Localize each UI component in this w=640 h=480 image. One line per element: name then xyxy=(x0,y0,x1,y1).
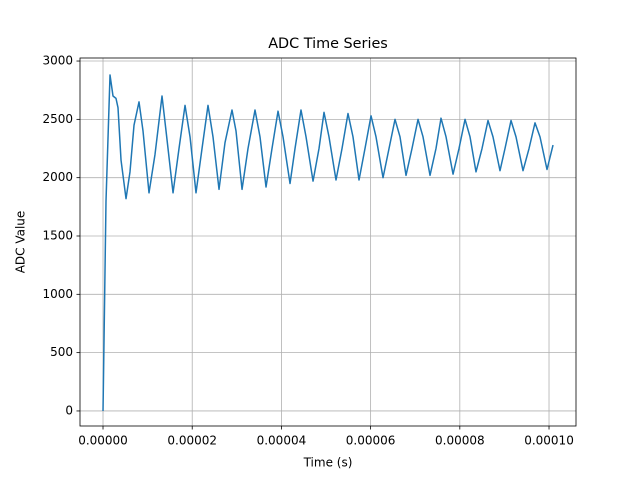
x-tick-label: 0.00010 xyxy=(524,434,574,448)
y-tick-label: 1000 xyxy=(42,287,73,301)
plot-frame xyxy=(79,57,577,427)
y-tick-label: 3000 xyxy=(42,54,73,68)
y-tick-label: 0 xyxy=(65,403,73,417)
y-tick-label: 500 xyxy=(50,345,73,359)
x-tick-label: 0.00000 xyxy=(78,434,128,448)
chart-title: ADC Time Series xyxy=(268,36,388,52)
x-tick-label: 0.00008 xyxy=(435,434,485,448)
x-tick-label: 0.00006 xyxy=(346,434,396,448)
x-axis-label: Time (s) xyxy=(303,456,353,470)
y-tick-label: 1500 xyxy=(42,228,73,242)
data-line xyxy=(102,74,554,411)
x-tick-label: 0.00002 xyxy=(167,434,217,448)
y-tick-label: 2500 xyxy=(42,112,73,126)
y-tick-label: 2000 xyxy=(42,170,73,184)
x-tick-label: 0.00004 xyxy=(257,434,307,448)
y-axis-label: ADC Value xyxy=(14,211,28,274)
